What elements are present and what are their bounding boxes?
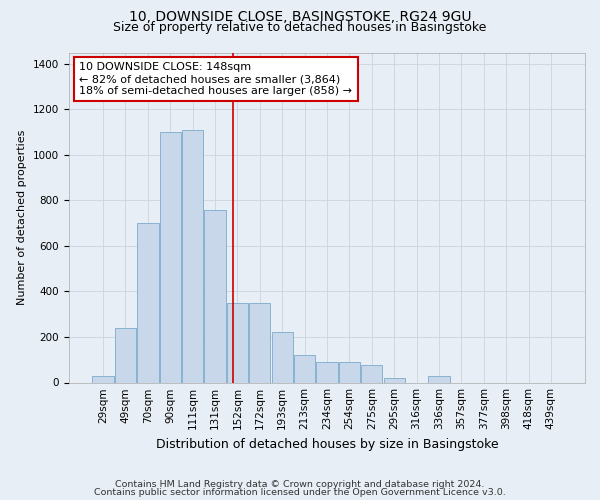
Text: Contains HM Land Registry data © Crown copyright and database right 2024.: Contains HM Land Registry data © Crown c…	[115, 480, 485, 489]
Bar	[316, 362, 338, 382]
Y-axis label: Number of detached properties: Number of detached properties	[17, 130, 28, 305]
Bar	[249, 303, 271, 382]
Bar	[361, 366, 382, 382]
Text: Contains public sector information licensed under the Open Government Licence v3: Contains public sector information licen…	[94, 488, 506, 497]
Bar	[137, 223, 158, 382]
Bar	[383, 378, 405, 382]
X-axis label: Distribution of detached houses by size in Basingstoke: Distribution of detached houses by size …	[155, 438, 499, 451]
Bar	[182, 130, 203, 382]
Bar	[205, 210, 226, 382]
Bar	[227, 303, 248, 382]
Text: 10, DOWNSIDE CLOSE, BASINGSTOKE, RG24 9GU: 10, DOWNSIDE CLOSE, BASINGSTOKE, RG24 9G…	[129, 10, 471, 24]
Bar	[160, 132, 181, 382]
Bar	[339, 362, 360, 382]
Text: Size of property relative to detached houses in Basingstoke: Size of property relative to detached ho…	[113, 21, 487, 34]
Bar	[115, 328, 136, 382]
Bar	[428, 376, 449, 382]
Bar	[272, 332, 293, 382]
Bar	[92, 376, 114, 382]
Text: 10 DOWNSIDE CLOSE: 148sqm
← 82% of detached houses are smaller (3,864)
18% of se: 10 DOWNSIDE CLOSE: 148sqm ← 82% of detac…	[79, 62, 352, 96]
Bar	[294, 355, 315, 382]
